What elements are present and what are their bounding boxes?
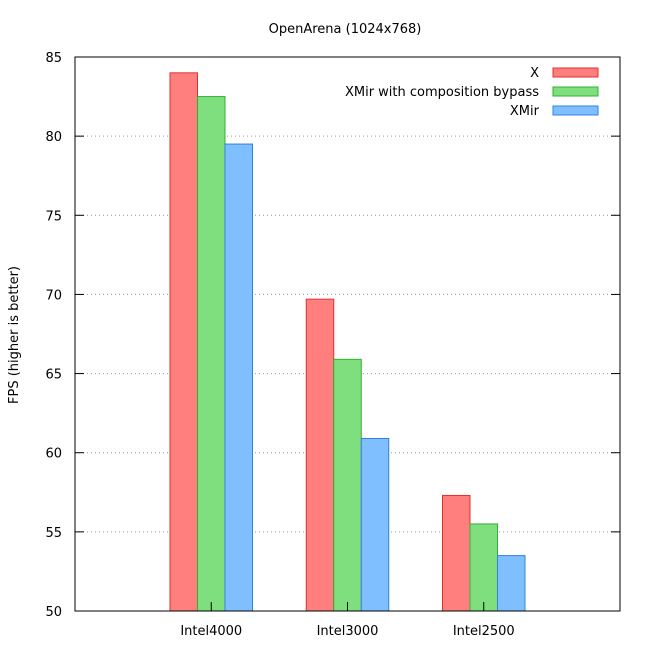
legend-label: XMir <box>510 104 540 119</box>
y-tick-label: 65 <box>45 368 62 383</box>
legend-swatch <box>552 86 599 97</box>
legend-label: X <box>530 66 539 81</box>
plot-frame <box>74 56 621 612</box>
bar-0-0 <box>169 72 198 612</box>
y-tick-label: 50 <box>45 605 62 620</box>
y-tick-label: 55 <box>45 526 62 541</box>
bar-0-1 <box>197 96 226 612</box>
bar-2-1 <box>469 523 498 612</box>
bar-2-0 <box>442 494 471 612</box>
y-tick-label: 70 <box>45 288 62 303</box>
bar-1-1 <box>333 358 362 612</box>
axes: 50 55 60 65 70 75 80 85 Intel4000 Intel3000 Intel2… <box>45 51 621 639</box>
legend-swatch <box>552 105 599 116</box>
legend-swatch <box>552 67 599 78</box>
y-tick-label: 60 <box>45 447 62 462</box>
bars <box>169 72 526 612</box>
x-tick-label: Intel2500 <box>453 624 515 639</box>
legend-label: XMir with composition bypass <box>345 85 539 100</box>
chart-title: OpenArena (1024x768) <box>269 22 422 37</box>
x-tick-label: Intel3000 <box>317 624 379 639</box>
x-tick-label: Intel4000 <box>180 624 242 639</box>
bar-0-2 <box>224 143 253 612</box>
y-tick-label: 80 <box>45 130 62 145</box>
legend: X XMir with composition bypass XMir <box>345 66 599 119</box>
bar-1-2 <box>360 437 390 612</box>
y-tick-label: 75 <box>45 209 62 224</box>
y-tick-label: 85 <box>45 51 62 66</box>
bar-1-0 <box>305 298 335 612</box>
bar-2-2 <box>497 555 526 612</box>
y-axis-label: FPS (higher is better) <box>7 266 22 404</box>
